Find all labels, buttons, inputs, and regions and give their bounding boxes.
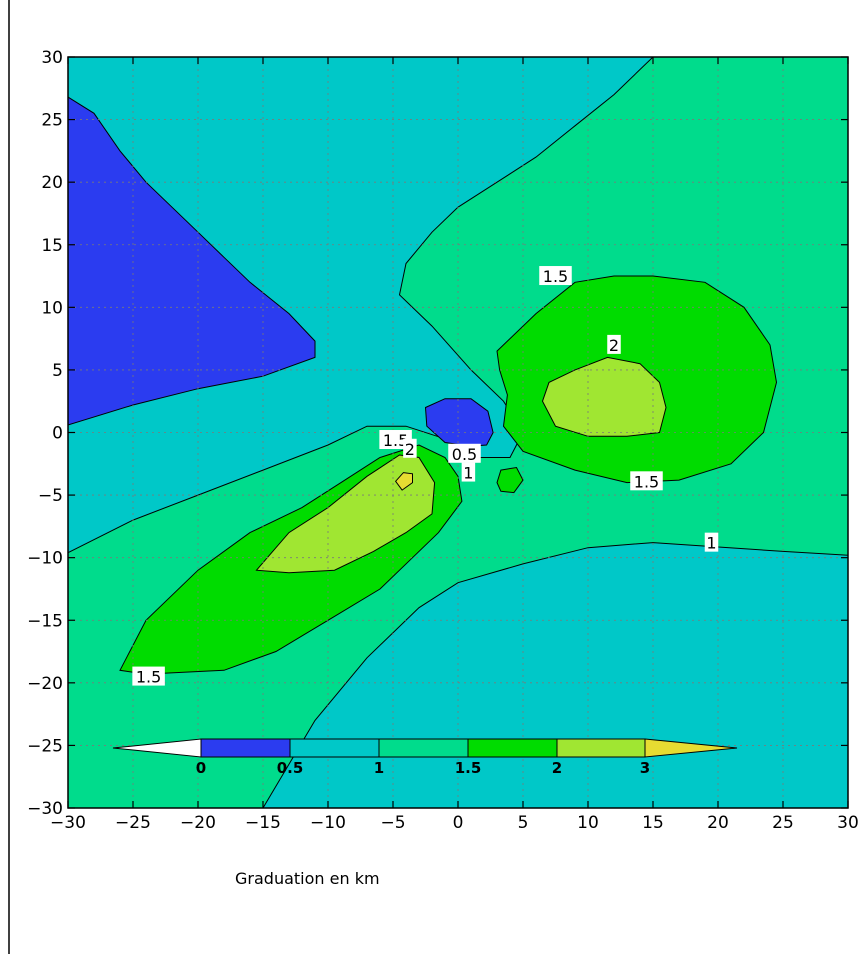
colorbar-tick-label: 1 — [374, 759, 384, 777]
y-tick-label: 0 — [52, 424, 63, 444]
y-tick-label: −15 — [27, 611, 63, 631]
x-tick-label: 25 — [772, 813, 794, 833]
y-tick-label: 15 — [41, 236, 63, 256]
colorbar-tick-label: 0 — [196, 759, 206, 777]
contour-label: 2 — [607, 334, 621, 355]
y-tick-label: −20 — [27, 674, 63, 694]
colorbar-tick-label: 0.5 — [277, 759, 304, 777]
contour-label-text: 1 — [706, 534, 716, 553]
y-tick-label: 25 — [41, 111, 63, 131]
contour-label: 1.5 — [539, 266, 572, 286]
colorbar-tick-label: 2 — [552, 759, 562, 777]
contour-label-box — [403, 438, 417, 458]
y-tick-label: −25 — [27, 736, 63, 756]
colorbar-tick-label: 3 — [640, 759, 650, 777]
x-tick-label: 15 — [642, 813, 664, 833]
x-tick-label: 30 — [837, 813, 859, 833]
colorbar-tick-label: 1.5 — [455, 759, 482, 777]
y-tick-label: −5 — [38, 486, 63, 506]
contour-label: 1 — [704, 532, 719, 553]
contour-labels: 1.521.511.52 0.511.5 — [132, 266, 719, 687]
contour-region-7 — [394, 472, 413, 491]
contour-label-box — [539, 266, 572, 286]
x-tick-label: −30 — [50, 813, 86, 833]
colorbar-segment — [467, 738, 558, 758]
x-tick-label: −25 — [115, 813, 151, 833]
x-tick-label: −10 — [310, 813, 346, 833]
colorbar-segment — [378, 738, 469, 758]
contour-label-box — [630, 471, 663, 491]
x-tick-label: −20 — [180, 813, 216, 833]
contour-label-text: 1.5 — [543, 267, 568, 286]
contour-label: 1.5 — [630, 471, 663, 491]
contour-label-text: 1.5 — [383, 431, 408, 450]
x-tick-label: 20 — [707, 813, 729, 833]
contour-region-4 — [541, 356, 667, 437]
y-tick-label: −30 — [27, 799, 63, 819]
colorbar-segment — [289, 738, 380, 758]
y-tick-label: 30 — [41, 48, 63, 68]
contour-label-box — [132, 666, 165, 686]
grid-lines — [68, 57, 848, 808]
contour-region-8 — [496, 466, 524, 494]
contour-label: 0.5 — [448, 443, 481, 464]
x-axis-ticks: −30 −25 −20 −15 −10 −5 0 5 10 15 20 25 30 — [50, 57, 859, 833]
x-tick-label: 10 — [577, 813, 599, 833]
contour-label-text: 1 — [463, 464, 473, 483]
contour-label-text: 0.5 — [452, 445, 477, 464]
x-tick-label: 5 — [518, 813, 529, 833]
x-tick-label: −5 — [380, 813, 405, 833]
y-tick-label: 10 — [41, 298, 63, 318]
contour-label-box — [607, 334, 621, 354]
contour-label: 1.5 — [132, 666, 165, 687]
contour-label-box — [448, 443, 481, 463]
contour-label: 1 — [461, 462, 476, 483]
contour-region-2 — [424, 398, 494, 447]
y-tick-label: 5 — [52, 361, 63, 381]
colorbar-segment — [200, 738, 291, 758]
x-tick-label: 0 — [453, 813, 464, 833]
colorbar-segment — [556, 738, 646, 758]
colorbar: 0 0.5 1 1.5 2 3 — [112, 738, 738, 777]
contour-label-box — [704, 532, 719, 552]
contour-label-text: 2 — [405, 440, 415, 459]
contour-label-box — [461, 462, 476, 482]
x-tick-label: −15 — [245, 813, 281, 833]
colorbar-title: Graduation en km — [235, 869, 380, 888]
y-tick-label: 20 — [41, 173, 63, 193]
contour-label-text: 1.5 — [634, 472, 659, 491]
contour-label-text: 1.5 — [136, 668, 161, 687]
contour-label: 2 — [403, 438, 417, 459]
contour-label-text: 2 — [609, 336, 619, 355]
y-tick-label: −10 — [27, 549, 63, 569]
colorbar-over-triangle — [644, 738, 738, 758]
